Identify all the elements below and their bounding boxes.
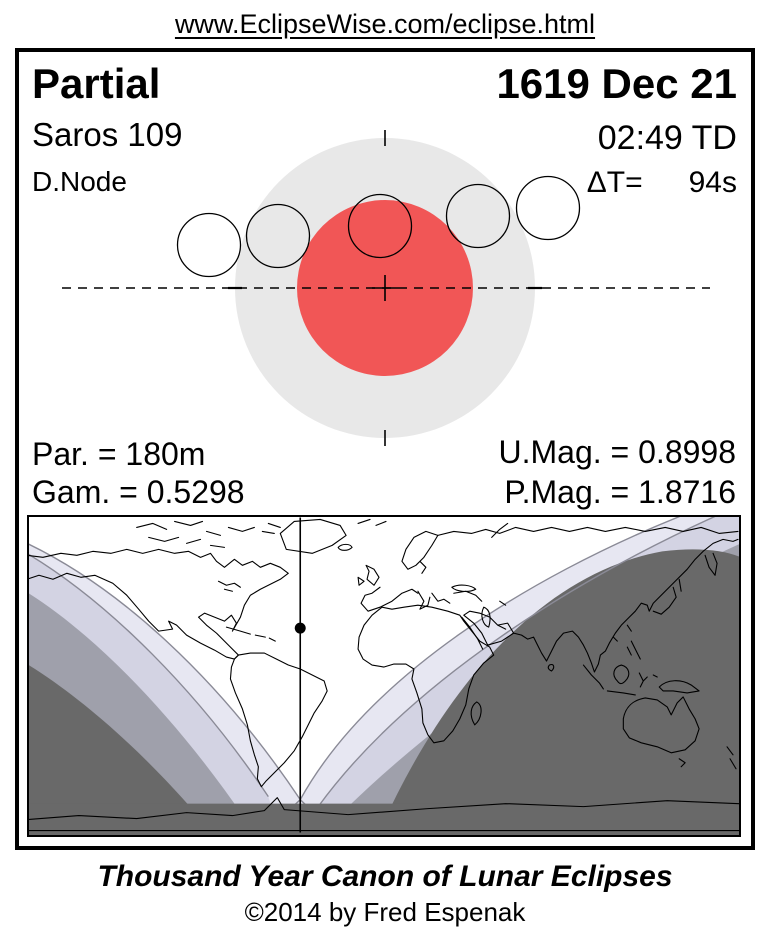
greatest-eclipse-meridian: [294, 517, 306, 833]
node-label: D.Node: [32, 166, 127, 197]
eclipse-date: 1619 Dec 21: [496, 60, 737, 107]
series-title: Thousand Year Canon of Lunar Eclipses: [97, 860, 673, 893]
copyright: ©2014 by Fred Espenak: [244, 897, 526, 927]
sublunar-point-dot: [294, 622, 306, 634]
visibility-map-svg: [26, 514, 741, 837]
saros-label: Saros 109: [32, 116, 183, 153]
stat-penumbral-magnitude: P.Mag. = 1.8716: [504, 474, 736, 510]
map-shading-bands: [26, 514, 741, 837]
eclipse-type-label: Partial: [32, 60, 161, 107]
delta-t-value: 94s: [688, 166, 737, 199]
stat-gamma: Gam. = 0.5298: [32, 474, 245, 510]
stat-partial-duration: Par. = 180m: [32, 436, 206, 472]
url-title: www.EclipseWise.com/eclipse.html: [174, 9, 596, 39]
figure-frame: [15, 48, 755, 850]
eclipse-time: 02:49 TD: [597, 119, 737, 157]
stat-umbral-magnitude: U.Mag. = 0.8998: [498, 434, 736, 470]
visibility-map: [26, 514, 741, 837]
delta-t-row: ΔT= 94s: [587, 166, 737, 200]
delta-t-label: ΔT=: [586, 166, 643, 199]
continent-outlines: [26, 518, 740, 832]
